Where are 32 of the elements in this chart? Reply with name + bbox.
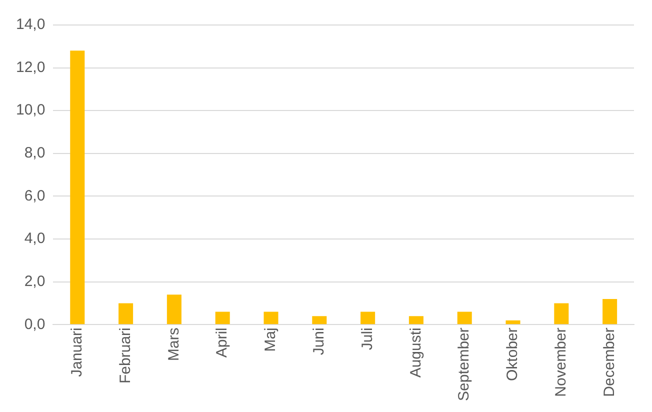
- x-tick-label: Januari: [68, 328, 86, 377]
- bar: [408, 316, 424, 324]
- bar: [215, 312, 230, 324]
- y-tick-label: 8,0: [24, 144, 46, 162]
- x-tick-label: Augusti: [407, 328, 424, 378]
- x-tick-label: Juni: [310, 328, 328, 356]
- y-tick-label: 10,0: [16, 102, 46, 119]
- x-tick-label: September: [456, 328, 473, 401]
- y-tick-label: 2,0: [24, 272, 46, 290]
- x-tick-label: Februari: [116, 328, 134, 384]
- bar: [554, 303, 569, 324]
- x-tick-label: April: [214, 328, 231, 358]
- y-tick-label: 0,0: [24, 316, 46, 333]
- bar: [312, 316, 327, 324]
- bar: [70, 50, 85, 324]
- x-tick-label: Juli: [358, 328, 376, 350]
- x-tick-label: November: [552, 328, 570, 397]
- x-tick-label: Mars: [165, 328, 182, 361]
- bar: [264, 312, 278, 324]
- y-tick-label: 14,0: [16, 16, 46, 34]
- bar: [602, 298, 618, 324]
- x-tick-label: December: [600, 328, 618, 397]
- bar: [360, 312, 376, 324]
- y-tick-label: 4,0: [24, 230, 46, 248]
- y-tick-label: 6,0: [24, 187, 46, 204]
- x-tick-label: Maj: [262, 328, 280, 352]
- bar: [457, 312, 472, 324]
- y-tick-label: 12,0: [16, 58, 46, 76]
- bar: [506, 320, 520, 324]
- bar: [118, 303, 134, 324]
- x-tick-label: Oktober: [504, 328, 522, 381]
- bar: [166, 294, 182, 324]
